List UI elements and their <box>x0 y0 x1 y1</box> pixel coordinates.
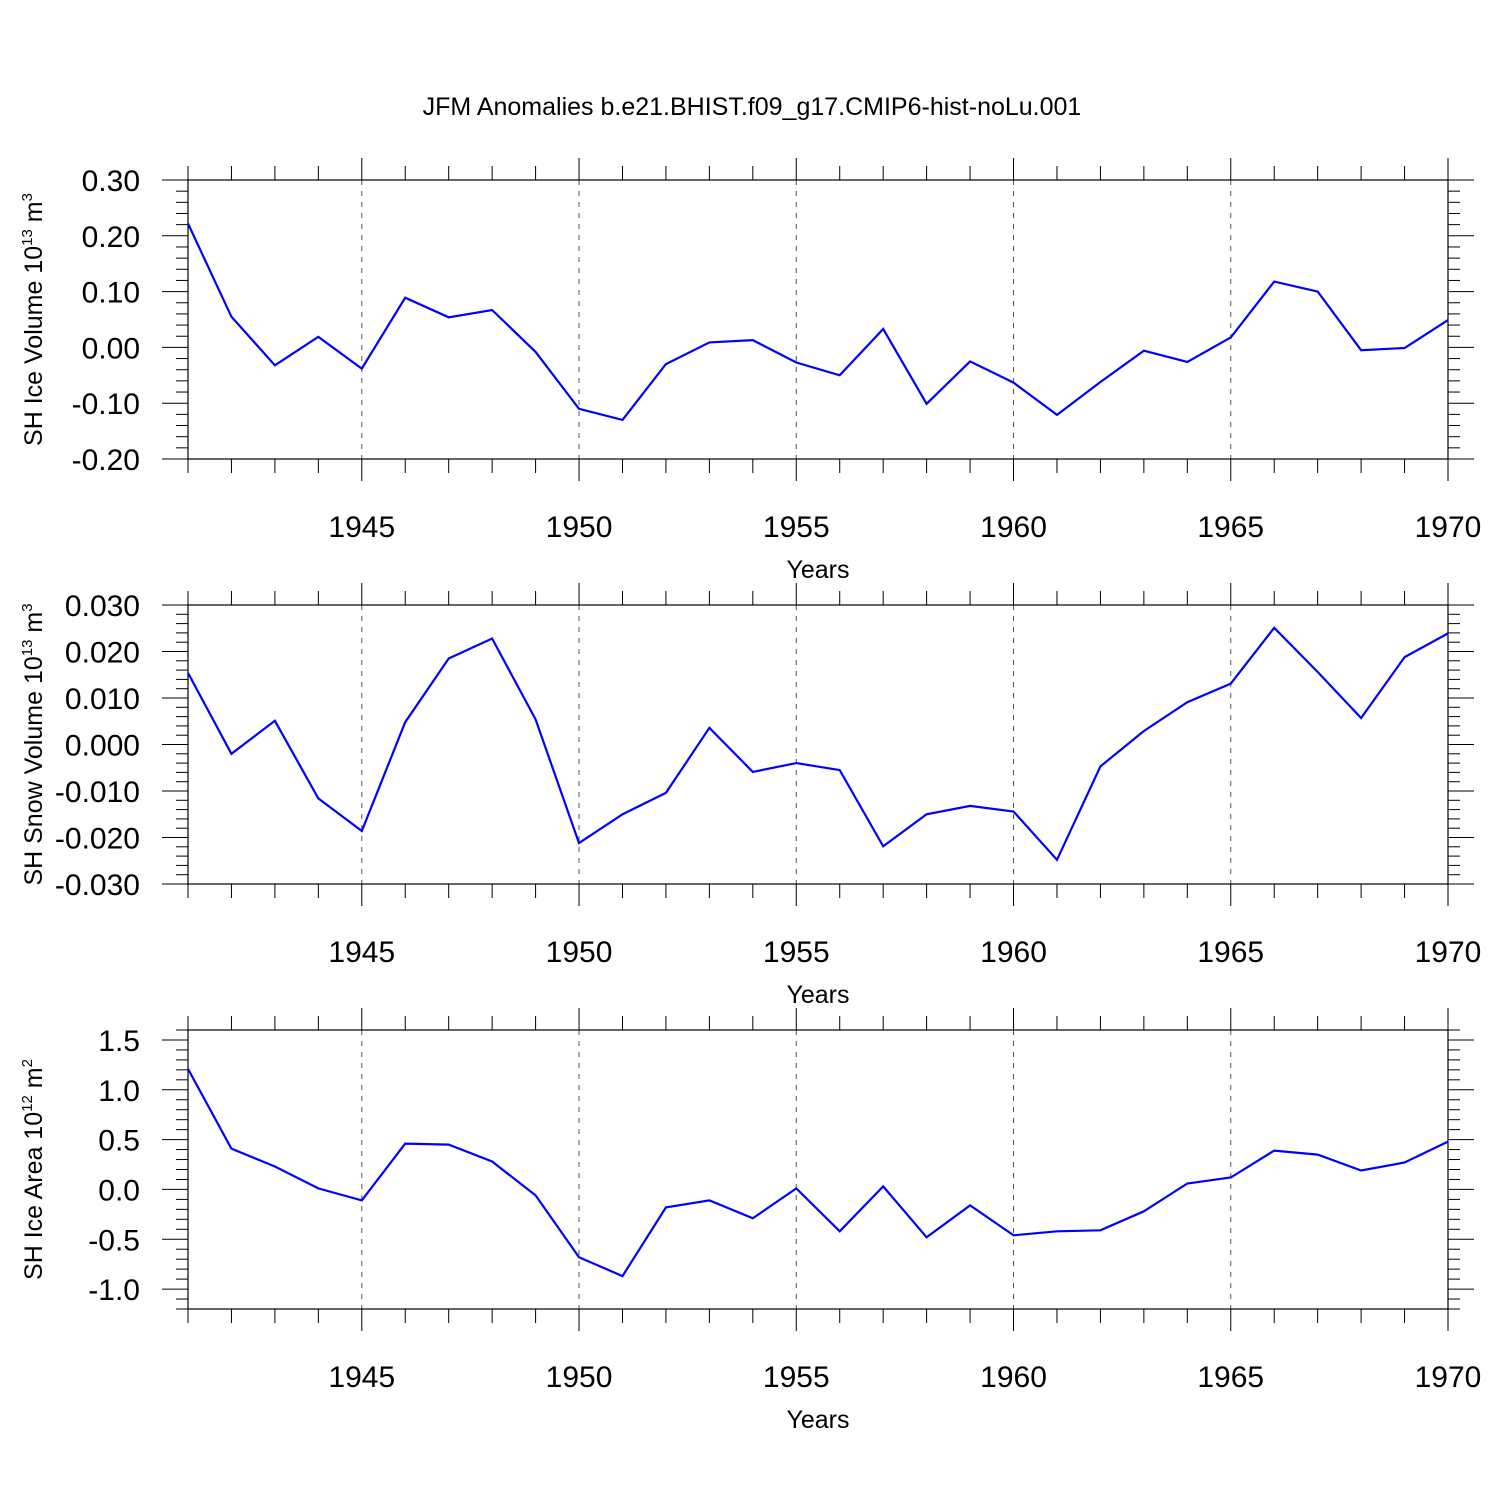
x-tick-label: 1960 <box>980 1361 1047 1394</box>
series-line-ice-area <box>187 1068 1449 1278</box>
x-tick-label: 1955 <box>763 936 830 969</box>
y-tick-label: -0.030 <box>55 869 140 902</box>
x-tick-label: 1965 <box>1197 1361 1264 1394</box>
x-tick-label: 1965 <box>1197 511 1264 544</box>
series-line-snow-volume <box>187 626 1449 862</box>
plot-frame <box>187 179 1449 460</box>
x-tick-label: 1970 <box>1415 1361 1482 1394</box>
y-axis-label: SH Snow Volume 1013 m3 <box>19 603 48 885</box>
y-tick-label: -0.5 <box>88 1224 140 1257</box>
panel-ice-area: 1.5 1.0 0.5 0.0 -0.5 -1.0 1945 1950 1955 1960 1965… <box>19 1008 1481 1434</box>
y-axis-label: SH Ice Area 1012 m2 <box>19 1059 48 1280</box>
y-axis-label: SH Ice Volume 1013 m3 <box>19 193 48 446</box>
x-tick-label: 1950 <box>546 936 613 969</box>
x-tick-label: 1970 <box>1415 511 1482 544</box>
panel-ice-volume: 0.30 0.20 0.10 0.00 -0.10 -0.20 1945 1950 1955 19… <box>19 158 1481 584</box>
x-tick-label: 1965 <box>1197 936 1264 969</box>
x-tick-label: 1950 <box>546 511 613 544</box>
y-tick-label: -1.0 <box>88 1274 140 1307</box>
y-tick-label: 0.030 <box>65 590 140 623</box>
x-tick-label: 1970 <box>1415 936 1482 969</box>
y-tick-label: 0.0 <box>98 1174 140 1207</box>
y-tick-label: -0.020 <box>55 823 140 856</box>
y-tick-label: 0.010 <box>65 683 140 716</box>
x-tick-label: 1960 <box>980 936 1047 969</box>
y-tick-label: 0.5 <box>98 1125 140 1158</box>
y-tick-label: -0.10 <box>72 388 140 421</box>
y-tick-label: -0.20 <box>72 444 140 477</box>
x-tick-label: 1960 <box>980 511 1047 544</box>
series-line-ice-volume <box>187 223 1449 422</box>
x-tick-label: 1955 <box>763 1361 830 1394</box>
y-tick-label: 0.00 <box>82 332 140 365</box>
y-tick-label: 1.0 <box>98 1075 140 1108</box>
x-axis-label: Years <box>786 556 849 584</box>
y-tick-label: 0.30 <box>82 165 140 198</box>
y-tick-label: 1.5 <box>98 1025 140 1058</box>
y-tick-label: -0.010 <box>55 776 140 809</box>
chart-title: JFM Anomalies b.e21.BHIST.f09_g17.CMIP6-… <box>423 93 1082 121</box>
x-tick-label: 1945 <box>328 511 395 544</box>
x-axis-label: Years <box>786 981 849 1009</box>
y-tick-label: 0.000 <box>65 730 140 763</box>
plot-frame <box>187 1029 1449 1310</box>
y-tick-label: 0.20 <box>82 221 140 254</box>
x-tick-label: 1945 <box>328 936 395 969</box>
x-tick-label: 1950 <box>546 1361 613 1394</box>
x-tick-label: 1945 <box>328 1361 395 1394</box>
y-tick-label: 0.020 <box>65 637 140 670</box>
x-axis-label: Years <box>786 1406 849 1434</box>
x-tick-label: 1955 <box>763 511 830 544</box>
y-tick-label: 0.10 <box>82 277 140 310</box>
panel-snow-volume: 0.030 0.020 0.010 0.000 -0.010 -0.020 -0.030 19… <box>19 583 1481 1009</box>
